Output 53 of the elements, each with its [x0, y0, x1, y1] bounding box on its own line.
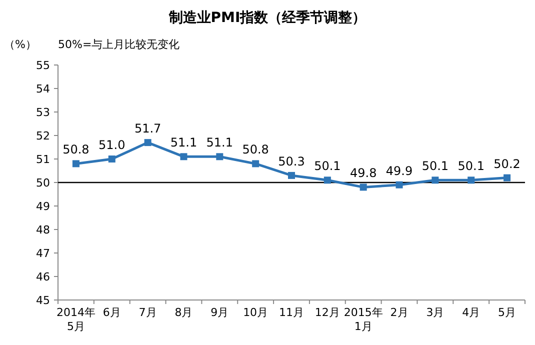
- point: [108, 156, 116, 162]
- x-tick-label: 2014年 5月: [56, 306, 96, 333]
- point: [432, 176, 439, 184]
- y-tick-label: 51: [36, 153, 50, 166]
- y-tick-label: 47: [36, 247, 50, 260]
- text: 51.7: [134, 122, 162, 136]
- text: 50.1: [458, 159, 484, 174]
- x-tick-label: 6月: [102, 306, 121, 319]
- x-tick-label: 11月: [279, 306, 304, 319]
- text: 50.1: [422, 159, 449, 174]
- y-tick-label: 52: [36, 130, 50, 142]
- point: [216, 153, 224, 160]
- x-tick-label: 7月: [138, 306, 157, 319]
- point: [144, 139, 152, 146]
- x-tick-label: 2015年 1月: [344, 306, 383, 333]
- point: [252, 160, 260, 168]
- text: 50.2: [494, 156, 520, 171]
- text: 50.1: [314, 159, 341, 174]
- point: [72, 160, 80, 168]
- y-tick-label: 54: [36, 82, 50, 96]
- text: 49.8: [350, 166, 377, 180]
- point: [468, 176, 475, 184]
- text: 49.9: [386, 164, 413, 178]
- text: 50.8: [62, 142, 90, 157]
- text: 51.1: [206, 136, 234, 150]
- point: [396, 181, 403, 188]
- x-tick-label: 10月: [243, 306, 268, 319]
- y-tick-label: 53: [36, 106, 50, 119]
- point: [504, 174, 511, 182]
- y-tick-label: 50: [36, 176, 50, 190]
- y-tick-label: 48: [36, 224, 50, 236]
- y-tick-label: 55: [36, 59, 50, 72]
- point: [180, 153, 188, 160]
- point: [288, 172, 295, 179]
- text: 50.8: [242, 142, 269, 157]
- chart-title: 制造业PMI指数（经季节调整）: [168, 9, 366, 26]
- x-tick-label: 12月: [314, 306, 340, 319]
- x-tick-label: 2月: [390, 306, 408, 319]
- text: 50%=与上月比较无变化: [58, 38, 180, 51]
- x-tick-label: 8月: [174, 306, 193, 319]
- y-axis-title: （%）: [4, 38, 36, 51]
- y-tick-label: 49: [36, 200, 50, 213]
- point: [360, 184, 367, 191]
- text: 51.0: [98, 138, 126, 152]
- x-tick-label: 5月: [498, 306, 516, 319]
- x-tick-label: 4月: [462, 306, 480, 319]
- text: 51.1: [170, 136, 198, 150]
- x-tick-label: 9月: [210, 306, 229, 319]
- x-tick-label: 3月: [426, 306, 444, 319]
- point: [324, 176, 331, 184]
- text: 50.3: [278, 154, 305, 168]
- y-tick-label: 46: [36, 270, 50, 284]
- y-tick-label: 45: [36, 294, 50, 307]
